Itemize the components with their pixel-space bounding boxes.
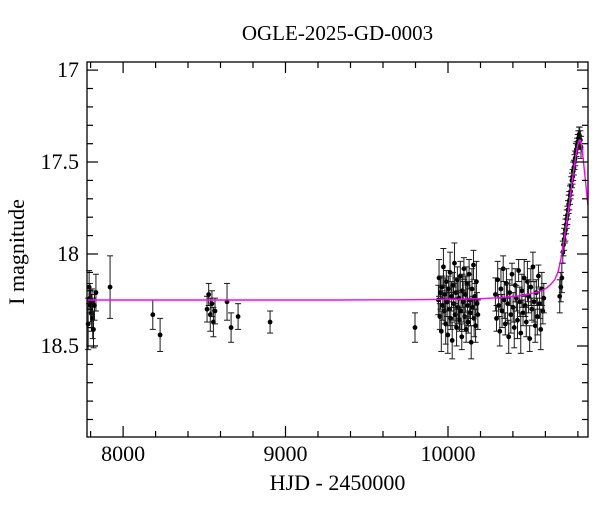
data-point [475,312,481,318]
tick-labels: 8000 9000 10000 17 17.5 18 18.5 [41,57,476,466]
model-curve [87,139,588,301]
data-point [228,325,234,330]
x-tick-label: 9000 [264,441,308,466]
data-point [538,327,544,332]
data-point [526,293,531,299]
data-point [459,334,465,340]
data-point [537,301,542,307]
data-point [495,277,501,283]
data-point [516,268,522,273]
data-point [449,338,455,343]
data-point [150,312,156,318]
data-point [498,286,504,292]
data-point [559,275,565,281]
data-point [461,266,467,272]
data-point [209,301,215,307]
data-point [474,279,479,284]
data-point [107,284,113,290]
data-point [497,328,503,334]
data-point [557,293,563,299]
data-point [450,282,456,288]
data-point [212,308,218,314]
data-point [521,275,527,281]
x-tick-label: 8000 [101,441,145,466]
data-point [500,266,506,272]
data-point [439,284,445,290]
data-point [471,262,476,268]
data-point [522,303,528,308]
data-point [412,325,418,330]
data-point [157,332,163,338]
data-point [517,299,523,305]
data-point [452,260,457,266]
data-point [473,323,478,329]
data-point [534,314,540,319]
data-point [445,332,451,338]
data-point [464,281,470,286]
x-tick-label: 10000 [421,441,476,466]
axes-frame [86,61,589,438]
data-point [457,273,463,279]
data-point [530,264,536,270]
data-point [506,334,512,340]
data-point [441,264,446,270]
data-point [468,339,474,345]
data-point [513,295,519,301]
data-points-layer [85,126,585,360]
data-point [468,310,473,316]
data-point [438,328,444,334]
data-point [528,284,534,290]
data-point [493,292,498,297]
data-point [494,315,499,321]
data-point [529,306,535,312]
data-point [463,327,469,332]
data-point [458,308,464,314]
data-point [523,319,529,325]
data-point [267,319,273,325]
data-point [443,279,449,284]
y-tick-label: 18 [57,241,79,266]
y-tick-label: 18.5 [41,333,80,358]
data-point [496,303,502,308]
data-point [527,336,533,342]
data-point [507,290,513,296]
data-point [536,273,541,279]
data-point [448,315,454,321]
data-point [206,292,212,297]
data-point [508,312,514,318]
data-point [501,297,507,303]
data-point [532,323,538,329]
data-point [558,284,564,290]
data-point [519,288,525,294]
data-point [443,321,449,327]
data-point [541,295,547,301]
data-point [511,325,517,330]
y-tick-label: 17.5 [41,149,80,174]
data-point [520,310,526,316]
data-point [93,290,99,296]
data-point [465,319,471,325]
data-point [515,317,520,323]
data-point [499,308,505,314]
data-point [465,303,471,308]
data-point [91,327,96,332]
data-point [505,301,510,307]
plot-frame [86,61,589,438]
data-point [235,314,241,319]
data-point [204,306,210,312]
data-point [474,301,480,307]
data-point [466,271,472,277]
y-axis-label: I magnitude [4,199,29,305]
chart-title: OGLE-2025-GD-0003 [241,21,434,45]
data-point [469,286,475,292]
x-axis-label: HJD - 2450000 [269,470,406,495]
data-point [531,299,537,305]
data-point [509,271,515,277]
y-tick-label: 17 [57,57,79,82]
data-point [518,330,524,336]
data-point [442,292,448,297]
data-point [454,325,459,330]
